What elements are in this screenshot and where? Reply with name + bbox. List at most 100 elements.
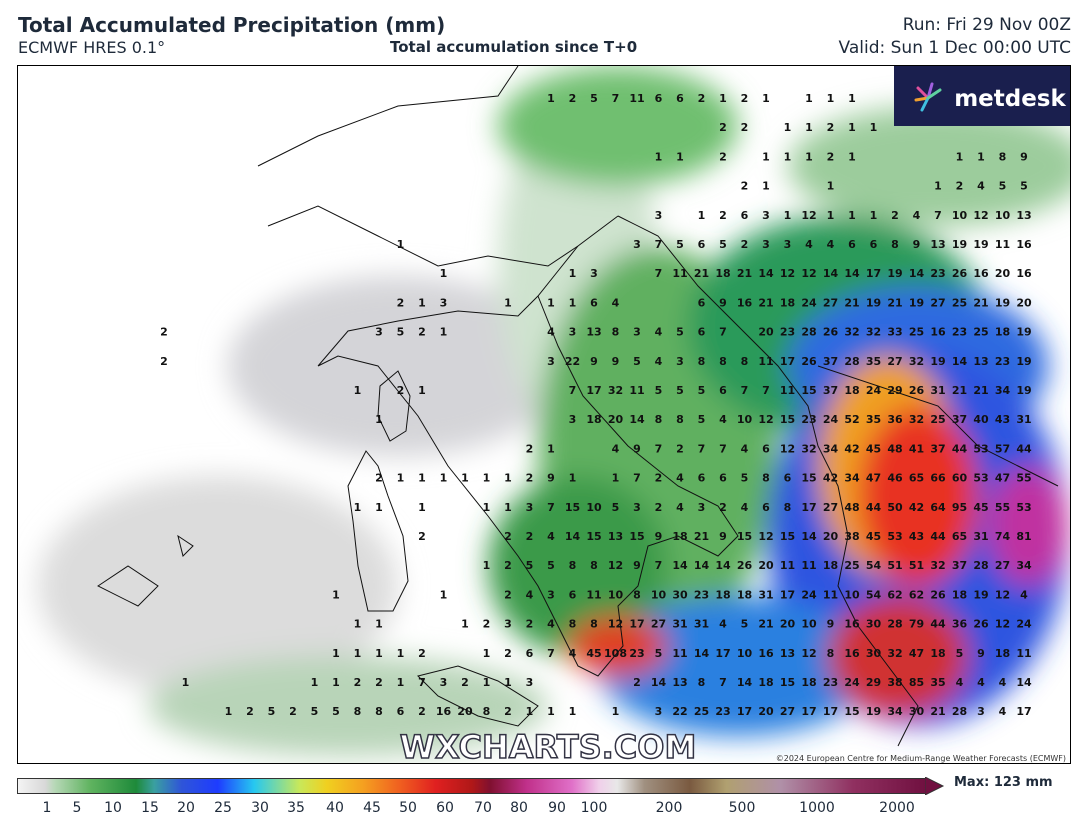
- logo-text: metdesk: [954, 86, 1066, 112]
- grid-value: 27: [823, 296, 838, 309]
- grid-value: 28: [844, 355, 859, 368]
- grid-value: 18: [823, 559, 838, 572]
- grid-value: 11: [586, 588, 601, 601]
- grid-value: 1: [612, 705, 620, 718]
- grid-value: 4: [1020, 588, 1028, 601]
- grid-value: 47: [866, 472, 881, 485]
- grid-value: 16: [1016, 267, 1032, 280]
- grid-value: 8: [590, 559, 598, 572]
- grid-value: 24: [844, 676, 860, 689]
- grid-value: 17: [1016, 705, 1031, 718]
- grid-value: 21: [694, 267, 709, 280]
- grid-value: 17: [737, 705, 752, 718]
- grid-value: 2: [719, 150, 727, 163]
- grid-value: 15: [801, 384, 816, 397]
- grid-value: 27: [823, 501, 838, 514]
- grid-value: 62: [887, 588, 902, 601]
- grid-value: 10: [651, 588, 667, 601]
- grid-value: 30: [866, 647, 882, 660]
- grid-value: 43: [909, 530, 924, 543]
- grid-value: 19: [866, 296, 881, 309]
- colorbar-tick-label: 35: [287, 800, 305, 816]
- grid-value: 11: [995, 238, 1010, 251]
- grid-value: 33: [887, 326, 902, 339]
- grid-value: 7: [418, 676, 426, 689]
- grid-value: 11: [629, 92, 644, 105]
- grid-value: 4: [827, 238, 835, 251]
- grid-value: 11: [629, 384, 644, 397]
- grid-value: 60: [952, 472, 968, 485]
- grid-value: 21: [973, 384, 988, 397]
- grid-value: 31: [694, 618, 709, 631]
- grid-value: 1: [827, 92, 835, 105]
- grid-value: 18: [952, 588, 967, 601]
- grid-value: 8: [676, 413, 684, 426]
- grid-value: 16: [844, 647, 860, 660]
- grid-value: 5: [676, 326, 684, 339]
- grid-value: 23: [823, 676, 838, 689]
- grid-value: 8: [784, 501, 792, 514]
- grid-value: 2: [504, 530, 512, 543]
- grid-value: 9: [633, 442, 641, 455]
- grid-value: 11: [672, 647, 687, 660]
- grid-value: 4: [741, 442, 749, 455]
- grid-value: 4: [741, 501, 749, 514]
- grid-value: 12: [608, 559, 623, 572]
- grid-value: 31: [758, 588, 773, 601]
- grid-value: 74: [995, 530, 1011, 543]
- grid-value: 1: [375, 647, 383, 660]
- colorbar-tick-label: 5: [72, 800, 82, 816]
- grid-value: 1: [483, 676, 491, 689]
- grid-value: 12: [973, 209, 988, 222]
- grid-value: 8: [354, 705, 362, 718]
- grid-value: 4: [547, 530, 555, 543]
- grid-value: 27: [995, 559, 1010, 572]
- grid-value: 65: [952, 530, 967, 543]
- grid-value: 8: [698, 355, 706, 368]
- grid-value: 5: [633, 355, 641, 368]
- grid-value: 32: [801, 442, 816, 455]
- grid-value: 13: [973, 355, 988, 368]
- grid-value: 34: [887, 705, 903, 718]
- grid-value: 19: [973, 588, 988, 601]
- grid-value: 1: [375, 501, 383, 514]
- colorbar-tick-label: 100: [580, 800, 608, 816]
- grid-value: 3: [762, 238, 770, 251]
- colorbar-tick-label: 1: [42, 800, 52, 816]
- grid-value: 28: [952, 705, 967, 718]
- grid-value: 2: [526, 442, 534, 455]
- grid-value: 5: [268, 705, 276, 718]
- grid-value: 14: [844, 267, 860, 280]
- colorbar-tick-label: 90: [548, 800, 566, 816]
- grid-value: 21: [737, 267, 752, 280]
- grid-value: 22: [672, 705, 687, 718]
- grid-value: 19: [1016, 326, 1031, 339]
- grid-value: 6: [526, 647, 534, 660]
- max-label: Max: 123 mm: [954, 775, 1053, 790]
- grid-value: 1: [440, 588, 448, 601]
- grid-value: 45: [866, 530, 881, 543]
- colorbar-tick-label: 40: [326, 800, 344, 816]
- grid-value: 10: [995, 209, 1011, 222]
- grid-value: 10: [952, 209, 968, 222]
- model: ECMWF HRES 0.1°: [18, 38, 166, 57]
- grid-value: 6: [698, 326, 706, 339]
- grid-value: 4: [547, 326, 555, 339]
- grid-value: 2: [698, 92, 706, 105]
- grid-value: 8: [891, 238, 899, 251]
- grid-value: 23: [629, 647, 644, 660]
- grid-value: 1: [934, 180, 942, 193]
- grid-value: 54: [866, 559, 882, 572]
- grid-value: 4: [569, 647, 577, 660]
- logo-icon: [914, 82, 942, 112]
- grid-value: 6: [569, 588, 577, 601]
- grid-value: 4: [805, 238, 813, 251]
- grid-value: 2: [827, 150, 835, 163]
- grid-value: 3: [547, 588, 555, 601]
- grid-value: 21: [844, 296, 859, 309]
- grid-value: 35: [866, 413, 881, 426]
- grid-value: 18: [758, 676, 773, 689]
- grid-value: 1: [332, 676, 340, 689]
- grid-value: 11: [780, 384, 795, 397]
- grid-value: 6: [848, 238, 856, 251]
